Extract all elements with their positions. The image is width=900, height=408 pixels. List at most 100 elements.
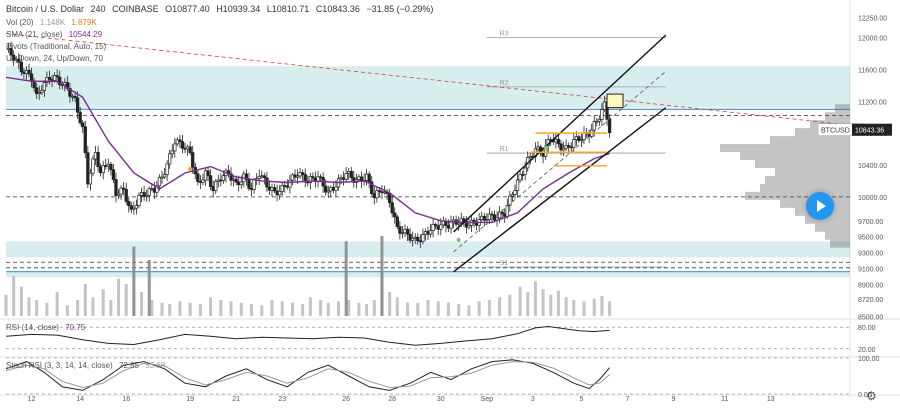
candle-body — [196, 173, 200, 182]
candle-body — [513, 190, 517, 195]
settings-icon[interactable]: ⚙ — [866, 389, 877, 403]
candle-body — [29, 73, 34, 82]
candle-body — [178, 139, 182, 142]
rsi-label: RSI (14, close) — [6, 323, 59, 332]
volume-bar — [347, 300, 351, 316]
support-resistance-zone — [6, 272, 850, 278]
candle-body — [344, 172, 348, 180]
rsi-axis-label: 80.00 — [858, 325, 876, 332]
volume-bar — [239, 302, 243, 316]
price-axis-label: 12000.00 — [858, 36, 887, 43]
volume-profile-bar — [760, 183, 850, 192]
volume-bar — [457, 304, 461, 316]
sma-legend[interactable]: SMA (21, close) 10544.29 — [6, 30, 106, 39]
candle-body — [349, 171, 353, 178]
stoch-legend[interactable]: Stoch RSI (3, 3, 14, 14, close) 72.85 53… — [6, 361, 169, 370]
candle-body — [295, 175, 300, 178]
pivots-legend[interactable]: Pivots (Traditional, Auto, 15) — [6, 42, 110, 51]
candle-body — [121, 187, 126, 190]
candle-body — [206, 170, 210, 177]
candle-body — [449, 221, 453, 229]
volume-bar — [178, 301, 182, 316]
volume-bar — [549, 294, 553, 316]
volume-bar — [372, 300, 376, 316]
candle-body — [579, 139, 584, 142]
candle-body — [278, 190, 282, 196]
volume-spike-bar — [147, 260, 151, 316]
candle-body — [180, 141, 185, 149]
candle-body — [73, 95, 77, 99]
candle-body — [464, 220, 469, 228]
volume-profile-bar — [805, 215, 850, 224]
candle-body — [520, 174, 525, 176]
volume-bar — [12, 276, 16, 316]
candle-body — [505, 205, 509, 217]
candle-body — [101, 165, 105, 174]
channel-mid-line — [453, 71, 667, 253]
candle-body — [462, 218, 466, 222]
time-axis-label: 26 — [342, 396, 350, 403]
candle-body — [377, 190, 382, 193]
candle-body — [124, 188, 128, 202]
time-axis-label: 7 — [626, 396, 630, 403]
candle-body — [467, 225, 471, 228]
candle-body — [116, 193, 121, 196]
candle-body — [367, 173, 371, 183]
sma-label: SMA (21, close) — [6, 30, 63, 39]
candle-body — [375, 190, 379, 199]
candle-body — [83, 126, 87, 154]
candle-body — [567, 145, 571, 148]
candle-body — [247, 179, 251, 189]
updown-legend[interactable]: Up Down, 24, Up/Down, 70 — [6, 54, 107, 63]
time-axis-label: 11 — [721, 396, 728, 403]
volume-bar — [426, 300, 430, 316]
volume-legend[interactable]: Vol (20) 1.148K 1.879K — [6, 18, 101, 27]
stoch-axis-label: 100.00 — [858, 356, 880, 363]
highlight-box — [606, 93, 624, 109]
candle-body — [19, 61, 23, 73]
time-axis-label: 30 — [437, 396, 445, 403]
volume-bar — [416, 302, 420, 316]
volume-bar — [526, 292, 530, 316]
volume-bar — [319, 300, 323, 316]
candle-body — [431, 224, 435, 231]
candle-body — [395, 216, 399, 227]
pivot-label: R2 — [500, 80, 509, 87]
candle-body — [201, 179, 205, 183]
candle-body — [147, 188, 151, 196]
volume-bar — [498, 297, 502, 316]
timeframe: 240 — [90, 4, 106, 14]
candle-body — [86, 152, 90, 185]
price-axis-label: 11200.00 — [858, 99, 887, 106]
candle-body — [165, 163, 169, 175]
candle-body — [160, 176, 164, 179]
volume-bar — [477, 301, 481, 316]
candle-body — [301, 172, 305, 175]
volume-bar — [608, 301, 612, 316]
candle-body — [497, 211, 502, 219]
play-icon[interactable] — [806, 192, 834, 220]
time-axis-label: 21 — [232, 396, 240, 403]
volume-bar — [290, 302, 294, 316]
rsi-legend[interactable]: RSI (14, close) 70.75 — [6, 323, 89, 332]
candle-body — [326, 190, 330, 193]
price-axis-label: 11600.00 — [858, 67, 887, 74]
volume-bar — [308, 297, 312, 316]
candle-body — [572, 139, 576, 148]
stoch-k-line — [5, 359, 610, 391]
volume-bar — [301, 304, 305, 316]
volume-profile-bar — [770, 136, 850, 145]
volume-profile-bar — [815, 223, 850, 232]
volume-bar — [91, 297, 95, 316]
volume-bar — [260, 305, 264, 316]
volume-bar — [83, 284, 87, 316]
volume-bar — [572, 300, 576, 316]
price-axis-label: 9300.00 — [858, 251, 883, 258]
volume-bar — [336, 301, 340, 316]
candle-body — [137, 195, 141, 206]
candle-body — [556, 138, 561, 145]
candle-body — [508, 195, 512, 206]
time-axis-label: 19 — [186, 396, 194, 403]
candle-body — [561, 147, 566, 151]
